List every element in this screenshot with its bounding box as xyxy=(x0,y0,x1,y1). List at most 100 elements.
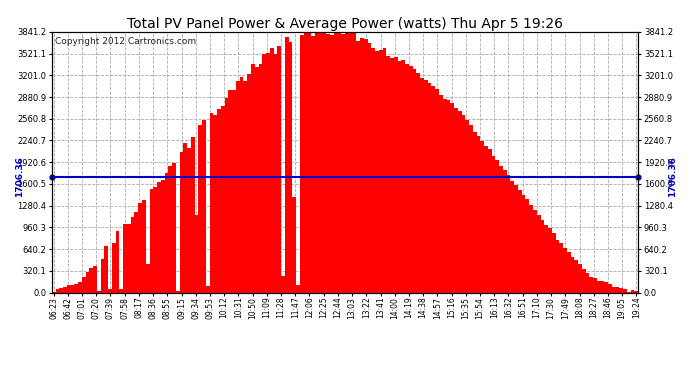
Bar xyxy=(473,132,477,292)
Bar xyxy=(405,64,409,292)
Bar xyxy=(348,33,353,292)
Bar xyxy=(560,243,563,292)
Bar xyxy=(371,48,375,292)
Bar xyxy=(59,288,63,292)
Bar xyxy=(255,67,259,292)
Bar xyxy=(157,182,161,292)
Bar xyxy=(184,143,187,292)
Bar xyxy=(499,166,503,292)
Title: Total PV Panel Power & Average Power (watts) Thu Apr 5 19:26: Total PV Panel Power & Average Power (wa… xyxy=(127,17,563,31)
Bar xyxy=(612,287,615,292)
Bar xyxy=(210,113,213,292)
Bar xyxy=(495,160,499,292)
Bar xyxy=(537,214,540,292)
Bar xyxy=(443,99,446,292)
Bar xyxy=(311,36,315,292)
Bar xyxy=(97,291,101,292)
Bar xyxy=(484,146,488,292)
Bar xyxy=(375,51,379,292)
Bar xyxy=(206,286,210,292)
Bar xyxy=(270,48,273,292)
Bar xyxy=(604,282,608,292)
Bar xyxy=(164,172,168,292)
Bar xyxy=(390,58,394,292)
Bar xyxy=(293,197,296,292)
Bar xyxy=(586,273,589,292)
Bar xyxy=(251,64,255,292)
Bar xyxy=(454,108,457,292)
Bar xyxy=(451,104,454,292)
Bar xyxy=(168,165,172,292)
Bar xyxy=(413,69,417,292)
Bar xyxy=(488,149,491,292)
Bar xyxy=(417,73,420,292)
Bar xyxy=(233,90,236,292)
Bar xyxy=(571,256,574,292)
Bar xyxy=(353,33,356,292)
Bar xyxy=(409,66,413,292)
Bar xyxy=(563,248,566,292)
Bar xyxy=(446,100,451,292)
Bar xyxy=(319,32,322,292)
Bar xyxy=(522,195,526,292)
Bar xyxy=(394,57,397,292)
Bar xyxy=(597,281,601,292)
Bar xyxy=(431,86,435,292)
Bar xyxy=(615,287,620,292)
Bar xyxy=(288,42,293,292)
Bar xyxy=(135,212,138,292)
Bar xyxy=(82,277,86,292)
Bar xyxy=(480,141,484,292)
Bar xyxy=(119,289,124,292)
Bar xyxy=(397,61,402,292)
Bar xyxy=(337,32,342,292)
Bar xyxy=(63,286,67,292)
Bar xyxy=(217,109,221,292)
Bar xyxy=(589,276,593,292)
Bar xyxy=(345,33,348,292)
Bar xyxy=(566,252,571,292)
Bar xyxy=(511,181,514,292)
Bar xyxy=(334,32,337,292)
Bar xyxy=(593,278,597,292)
Bar xyxy=(101,259,104,292)
Bar xyxy=(93,266,97,292)
Bar xyxy=(130,217,135,292)
Bar xyxy=(315,32,319,292)
Bar xyxy=(262,54,266,292)
Bar xyxy=(273,54,277,292)
Bar xyxy=(89,268,93,292)
Bar xyxy=(244,81,247,292)
Bar xyxy=(104,246,108,292)
Bar xyxy=(296,285,300,292)
Bar xyxy=(142,200,146,292)
Bar xyxy=(439,95,443,292)
Bar xyxy=(236,81,239,292)
Text: Copyright 2012 Cartronics.com: Copyright 2012 Cartronics.com xyxy=(55,37,196,46)
Bar xyxy=(228,90,233,292)
Bar xyxy=(202,120,206,292)
Bar xyxy=(402,60,405,292)
Bar xyxy=(124,224,127,292)
Bar xyxy=(457,111,462,292)
Bar xyxy=(342,34,345,292)
Bar xyxy=(225,99,228,292)
Bar xyxy=(300,36,304,292)
Bar xyxy=(304,32,308,292)
Bar xyxy=(108,289,112,292)
Bar xyxy=(364,39,368,292)
Bar xyxy=(379,50,382,292)
Bar xyxy=(477,136,480,292)
Bar xyxy=(176,291,179,292)
Bar xyxy=(356,41,360,292)
Bar xyxy=(326,34,330,292)
Bar xyxy=(281,276,285,292)
Bar xyxy=(555,240,560,292)
Bar xyxy=(518,189,522,292)
Bar xyxy=(116,231,119,292)
Bar xyxy=(239,77,244,292)
Bar xyxy=(70,285,75,292)
Bar xyxy=(368,43,371,292)
Bar xyxy=(308,32,311,292)
Bar xyxy=(146,264,150,292)
